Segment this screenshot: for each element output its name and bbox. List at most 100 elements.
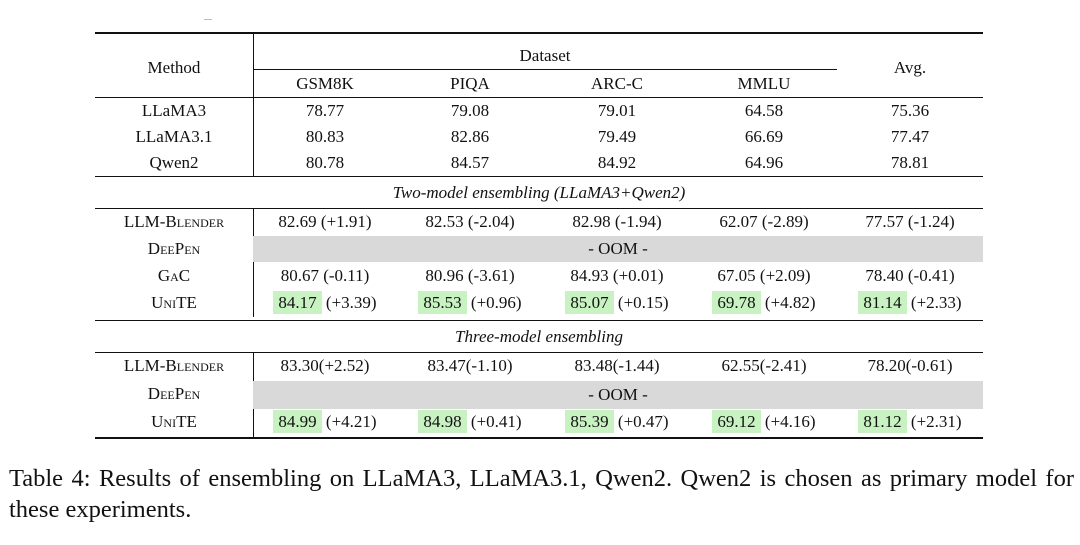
method-cell: Qwen2 xyxy=(149,153,199,172)
value-cell: 84.98 (+0.41) xyxy=(397,409,543,435)
highlighted-score: 84.99 xyxy=(273,410,322,433)
value-cell: 85.07 (+0.15) xyxy=(543,290,691,316)
value-cell: 83.48(-1.44) xyxy=(574,356,660,375)
highlighted-score: 69.78 xyxy=(712,291,761,314)
value-cell: 85.39 (+0.47) xyxy=(543,409,691,435)
method-cell: LLM-Blender xyxy=(123,356,225,375)
value-cell: 62.55(-2.41) xyxy=(721,356,807,375)
value-cell: 83.30(+2.52) xyxy=(280,356,370,375)
value-cell: 69.12 (+4.16) xyxy=(691,409,837,435)
value-cell: 82.53 (-2.04) xyxy=(425,212,515,231)
value-cell: 69.78 (+4.82) xyxy=(691,290,837,316)
two-model-block: LLM-Blender 82.69 (+1.91) 82.53 (-2.04) … xyxy=(95,209,983,317)
method-cell: DeePen xyxy=(147,239,201,258)
delta-value: (+2.31) xyxy=(910,412,962,431)
table-row: LLaMA3.1 80.83 82.86 79.49 66.69 77.47 xyxy=(95,124,983,150)
section-title: Three-model ensembling xyxy=(455,327,623,346)
value-cell: 82.86 xyxy=(450,127,490,146)
highlighted-score: 85.53 xyxy=(418,291,467,314)
table-top-rule xyxy=(95,32,983,34)
table-header: Method Dataset Avg. GSM8K PIQA ARC-C MML… xyxy=(95,34,983,97)
method-cell: LLaMA3.1 xyxy=(135,127,213,146)
header-arc-c: ARC-C xyxy=(591,74,643,93)
table-row: DeePen - OOM - xyxy=(95,381,983,409)
delta-value: (+0.15) xyxy=(617,293,669,312)
value-cell: 67.05 (+2.09) xyxy=(717,266,811,285)
value-cell: 84.92 xyxy=(597,153,637,172)
value-cell: 64.58 xyxy=(744,101,784,120)
value-cell: 82.98 (-1.94) xyxy=(572,212,662,231)
header-rule xyxy=(95,97,983,98)
highlighted-score: 69.12 xyxy=(712,410,761,433)
table-row: UniTE 84.17 (+3.39) 85.53 (+0.96) 85.07 … xyxy=(95,290,983,317)
value-cell: 79.08 xyxy=(450,101,490,120)
section-title: Two-model ensembling (LLaMA3+Qwen2) xyxy=(392,183,686,202)
value-cell: 84.99 (+4.21) xyxy=(253,409,397,435)
highlighted-score: 85.39 xyxy=(565,410,614,433)
table-row: GaC 80.67 (-0.11) 80.96 (-3.61) 84.93 (+… xyxy=(95,263,983,290)
table-row: Qwen2 80.78 84.57 84.92 64.96 78.81 xyxy=(95,150,983,176)
highlighted-score: 84.98 xyxy=(418,410,467,433)
delta-value: (+4.82) xyxy=(764,293,816,312)
avg-cell: 78.81 xyxy=(890,153,930,172)
table-caption: Table 4: Results of ensembling on LLaMA3… xyxy=(9,465,1074,523)
method-cell: LLaMA3 xyxy=(141,101,207,120)
table-row: DeePen - OOM - xyxy=(95,236,983,263)
section-rule xyxy=(95,320,983,321)
value-cell: 79.01 xyxy=(597,101,637,120)
value-cell: 85.53 (+0.96) xyxy=(397,290,543,316)
column-divider xyxy=(253,34,254,97)
highlighted-score: 85.07 xyxy=(565,291,614,314)
value-cell: 84.17 (+3.39) xyxy=(253,290,397,316)
base-models-block: LLaMA3 78.77 79.08 79.01 64.58 75.36 LLa… xyxy=(95,98,983,176)
dataset-underline xyxy=(253,69,837,70)
avg-cell: 75.36 xyxy=(890,101,930,120)
value-cell: 62.07 (-2.89) xyxy=(719,212,809,231)
table-row: LLM-Blender 82.69 (+1.91) 82.53 (-2.04) … xyxy=(95,209,983,236)
header-mmlu: MMLU xyxy=(737,74,791,93)
avg-cell: 81.12 (+2.31) xyxy=(837,409,983,435)
avg-cell: 81.14 (+2.33) xyxy=(837,290,983,316)
stray-mark xyxy=(204,19,212,20)
value-cell: 79.49 xyxy=(597,127,637,146)
value-cell: 66.69 xyxy=(744,127,784,146)
table-row: LLaMA3 78.77 79.08 79.01 64.58 75.36 xyxy=(95,98,983,124)
highlighted-score: 81.12 xyxy=(858,410,907,433)
header-avg: Avg. xyxy=(893,58,927,77)
oom-span-cell: - OOM - xyxy=(253,381,983,409)
method-cell: UniTE xyxy=(151,293,197,312)
highlighted-score: 84.17 xyxy=(273,291,322,314)
value-cell: 80.67 (-0.11) xyxy=(280,266,370,285)
header-method: Method xyxy=(147,58,201,77)
header-dataset: Dataset xyxy=(519,46,571,65)
avg-cell: 77.47 xyxy=(890,127,930,146)
oom-span-cell: - OOM - xyxy=(253,236,983,262)
value-cell: 78.77 xyxy=(305,101,345,120)
value-cell: 84.57 xyxy=(450,153,490,172)
method-cell: UniTE xyxy=(151,412,197,431)
value-cell: 64.96 xyxy=(744,153,784,172)
avg-cell: 78.40 (-0.41) xyxy=(865,266,955,285)
column-divider xyxy=(253,98,254,176)
avg-cell: 77.57 (-1.24) xyxy=(865,212,955,231)
section-rule xyxy=(95,176,983,177)
value-cell: 83.47(-1.10) xyxy=(427,356,513,375)
highlighted-score: 81.14 xyxy=(858,291,907,314)
results-table: Method Dataset Avg. GSM8K PIQA ARC-C MML… xyxy=(95,32,983,439)
header-gsm8k: GSM8K xyxy=(296,74,354,93)
avg-cell: 78.20(-0.61) xyxy=(867,356,953,375)
method-cell: GaC xyxy=(157,266,191,285)
delta-value: (+0.41) xyxy=(470,412,522,431)
section-rule xyxy=(95,352,983,353)
value-cell: 80.83 xyxy=(305,127,345,146)
delta-value: (+4.16) xyxy=(764,412,816,431)
header-piqa: PIQA xyxy=(450,74,490,93)
value-cell: 80.78 xyxy=(305,153,345,172)
delta-value: (+2.33) xyxy=(910,293,962,312)
method-cell: DeePen xyxy=(147,384,201,403)
value-cell: 84.93 (+0.01) xyxy=(570,266,664,285)
value-cell: 80.96 (-3.61) xyxy=(425,266,515,285)
table-row: UniTE 84.99 (+4.21) 84.98 (+0.41) 85.39 … xyxy=(95,409,983,437)
section-rule xyxy=(95,208,983,209)
column-divider xyxy=(253,209,254,317)
